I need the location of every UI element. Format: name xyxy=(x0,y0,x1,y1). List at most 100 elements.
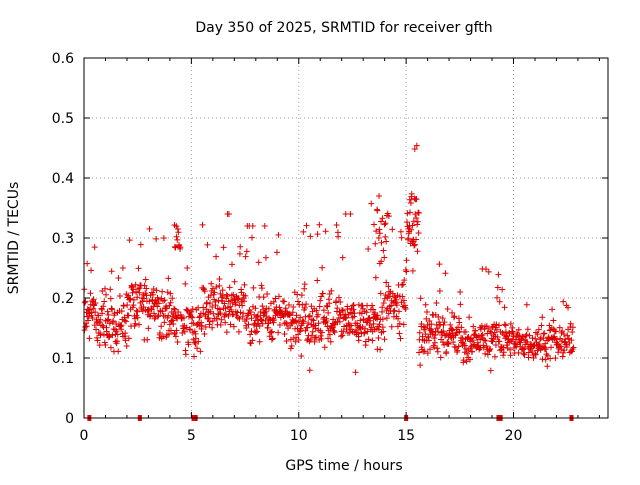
data-point xyxy=(326,331,333,338)
data-point xyxy=(235,328,242,335)
data-point xyxy=(175,229,182,236)
data-point xyxy=(295,298,302,305)
data-point xyxy=(224,293,231,300)
data-point xyxy=(500,352,507,359)
data-point xyxy=(423,309,430,316)
data-point xyxy=(114,331,121,338)
data-point xyxy=(160,333,167,340)
data-point xyxy=(82,323,89,330)
data-point xyxy=(507,346,514,353)
data-point xyxy=(348,322,355,329)
data-point xyxy=(254,313,261,320)
data-point xyxy=(503,342,510,349)
data-point xyxy=(123,342,130,349)
ticks-layer: 0 0.1 0.2 0.3 0.4 0.5 0.6 0 5 10 15 20 xyxy=(52,51,608,444)
x-tick-label: 5 xyxy=(187,428,196,444)
data-point xyxy=(422,301,429,308)
data-point xyxy=(425,334,432,341)
data-point xyxy=(501,321,508,328)
data-point xyxy=(347,211,354,217)
data-point xyxy=(416,349,423,356)
data-point xyxy=(306,312,313,319)
data-point xyxy=(283,320,290,327)
data-point xyxy=(213,253,220,260)
data-point xyxy=(396,320,403,327)
data-point xyxy=(349,302,356,309)
data-point xyxy=(524,326,531,333)
data-point xyxy=(242,253,249,260)
data-point xyxy=(565,304,572,311)
data-point xyxy=(83,323,90,330)
data-point xyxy=(523,301,530,308)
data-point xyxy=(225,211,232,217)
data-point xyxy=(130,302,137,309)
data-point xyxy=(449,327,456,334)
data-point xyxy=(323,302,330,309)
data-point xyxy=(276,304,283,311)
data-point xyxy=(109,306,116,313)
data-point xyxy=(447,321,454,328)
data-point xyxy=(116,292,123,299)
data-point xyxy=(549,306,556,313)
data-point xyxy=(231,278,238,285)
data-point xyxy=(286,312,293,319)
data-point xyxy=(113,328,120,335)
data-point xyxy=(198,322,205,329)
data-point xyxy=(236,250,243,257)
data-point xyxy=(115,274,122,281)
data-point xyxy=(469,337,476,344)
data-point xyxy=(410,218,417,225)
data-point xyxy=(326,300,333,307)
data-point xyxy=(380,328,387,335)
data-point xyxy=(217,310,224,317)
data-point xyxy=(380,299,387,306)
data-point xyxy=(165,275,172,282)
data-point xyxy=(466,314,473,321)
data-point xyxy=(440,328,447,335)
data-point xyxy=(236,315,243,322)
data-point xyxy=(265,320,272,327)
data-point xyxy=(298,292,305,299)
data-point xyxy=(554,336,561,343)
data-point xyxy=(268,336,275,343)
y-tick-label: 0.5 xyxy=(52,111,74,127)
data-point xyxy=(173,327,180,334)
data-point xyxy=(340,307,347,314)
data-point xyxy=(558,346,565,353)
data-point xyxy=(198,319,205,326)
data-point xyxy=(155,296,162,303)
data-point xyxy=(352,369,359,376)
data-point xyxy=(401,277,408,284)
data-point xyxy=(463,358,470,365)
data-point xyxy=(225,312,232,319)
data-point xyxy=(368,324,375,331)
data-point xyxy=(477,336,484,343)
data-point xyxy=(125,335,132,342)
data-point xyxy=(267,300,274,307)
data-point xyxy=(292,317,299,324)
data-point xyxy=(520,350,527,357)
data-point xyxy=(542,356,549,363)
data-point xyxy=(313,334,320,341)
data-point xyxy=(182,351,189,358)
data-point xyxy=(509,328,516,335)
data-point xyxy=(147,312,154,319)
data-point xyxy=(275,231,282,238)
data-point xyxy=(101,298,108,305)
data-point xyxy=(268,329,275,336)
data-point xyxy=(379,215,386,222)
data-point xyxy=(368,200,375,207)
data-point xyxy=(491,353,498,360)
data-point xyxy=(542,346,549,353)
data-point xyxy=(99,310,106,317)
data-point xyxy=(86,335,93,342)
data-point xyxy=(523,331,530,338)
data-point xyxy=(184,265,191,271)
data-point xyxy=(133,307,140,314)
data-point xyxy=(191,339,198,346)
data-point xyxy=(164,289,171,296)
data-point xyxy=(156,329,163,336)
data-point xyxy=(243,324,250,331)
data-point xyxy=(365,336,372,343)
